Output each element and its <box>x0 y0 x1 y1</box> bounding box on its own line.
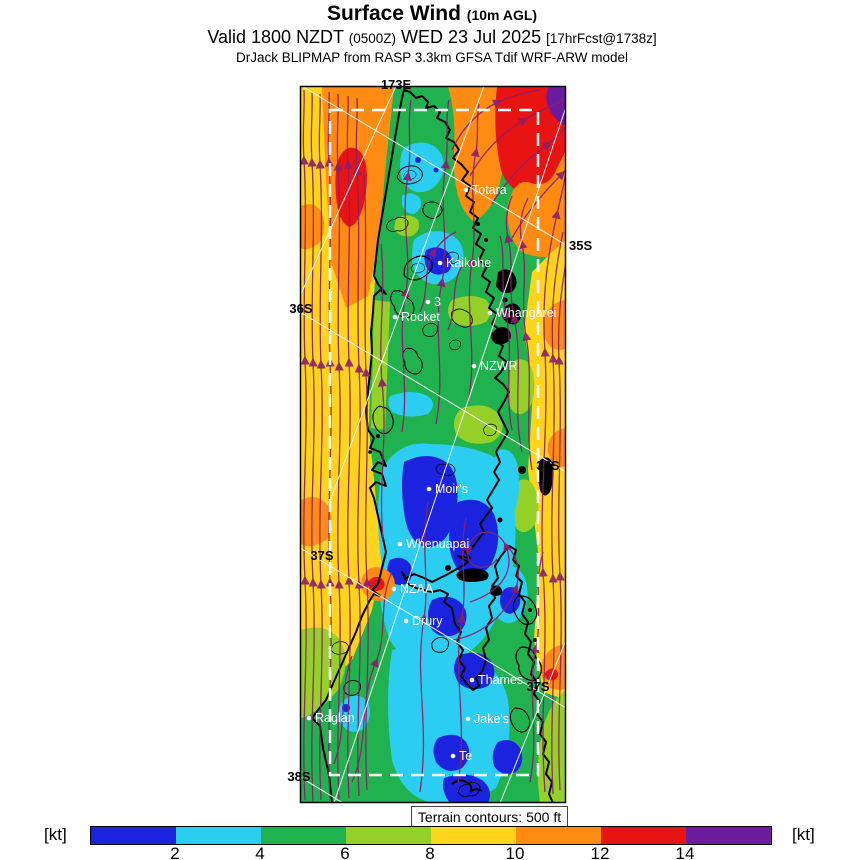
lon-label-173e: 173E <box>381 77 412 92</box>
model-domain-box <box>328 108 540 777</box>
site-label: Rocket <box>401 310 440 324</box>
lon-line-173e <box>301 87 397 296</box>
site-label: NZWR <box>480 359 518 373</box>
site-marker-rocket: Rocket <box>392 310 440 324</box>
lat-label-36s-right: 36S <box>536 458 559 473</box>
site-label: Totara <box>472 183 507 197</box>
site-marker-thames: Thames <box>469 673 523 687</box>
colorbar-segment <box>516 827 601 844</box>
graticule-labels: 173E 35S 36S 36S 37S 37S 38S <box>287 77 592 784</box>
colorbar-unit-right: [kt] <box>792 825 815 844</box>
lat-label-37s-right: 37S <box>526 679 549 694</box>
lat-line-35s <box>302 87 565 245</box>
site-marker-jakes: Jake's <box>465 712 509 726</box>
lon-line-175e <box>333 108 565 802</box>
site-label: Jake's <box>474 712 509 726</box>
wind-streamlines <box>301 89 565 802</box>
colorbar-segment <box>686 827 771 844</box>
site-label: Raglan <box>315 711 355 725</box>
valid-utc: (0500Z) <box>348 31 397 46</box>
site-marker-totara: Totara <box>463 183 507 197</box>
title-main: Surface Wind <box>326 2 461 25</box>
site-label: NZAA <box>400 582 434 596</box>
map-border <box>299 85 567 804</box>
lon-line-174e <box>329 87 485 502</box>
lat-line-36s <box>301 312 565 472</box>
colorbar-tick: 12 <box>590 844 610 860</box>
site-label: 3 <box>434 295 441 309</box>
model-line: DrJack BLIPMAP from RASP 3.3km GFSA Tdif… <box>235 50 629 65</box>
site-label: Whangarei <box>496 306 556 320</box>
colorbar-segment <box>91 827 176 844</box>
colorbar-tick: 14 <box>675 844 695 860</box>
site-marker-nzaa: NZAA <box>391 582 434 596</box>
site-label: Te <box>459 749 472 763</box>
colorbar-segment <box>346 827 431 844</box>
graticule-lines <box>301 87 565 802</box>
site-marker-moirs: Moir's <box>426 482 468 496</box>
lat-label-38s: 38S <box>287 769 310 784</box>
colorbar-unit-left: [kt] <box>44 825 67 844</box>
valid-date: WED 23 Jul 2025 <box>401 27 542 47</box>
site-marker-3: 3 <box>425 295 441 309</box>
site-label: Kaikohe <box>446 256 491 270</box>
colorbar-tick: 4 <box>255 844 265 860</box>
title-block: Surface Wind (10m AGL) Valid 1800 NZDT (… <box>0 2 850 65</box>
colorbar-tick: 2 <box>170 844 180 860</box>
lat-label-37s-left: 37S <box>310 548 333 563</box>
valid-time: Valid 1800 NZDT <box>207 27 344 47</box>
site-label: Drury <box>412 614 443 628</box>
colorbar-segment <box>601 827 686 844</box>
site-marker-te: Te <box>450 749 472 763</box>
lon-line-176e <box>499 641 565 802</box>
site-label: Thames <box>478 673 523 687</box>
site-marker-kaikohe: Kaikohe <box>437 256 491 270</box>
site-marker-raglan: Raglan <box>306 711 355 725</box>
colorbar-segment <box>261 827 346 844</box>
valid-line: Valid 1800 NZDT (0500Z) WED 23 Jul 2025 … <box>14 27 850 48</box>
title-agl: (10m AGL) <box>466 7 538 23</box>
site-markers: Totara Kaikohe 3 Rocket Whangarei NZWR M… <box>306 183 556 763</box>
colorbar-tick: 8 <box>425 844 435 860</box>
site-label: Moir's <box>435 482 468 496</box>
fcst-init: [17hrFcst@1738z] <box>546 31 657 46</box>
colorbar-tick: 10 <box>505 844 525 860</box>
colorbar-segment <box>431 827 516 844</box>
site-marker-whangarei: Whangarei <box>487 306 556 320</box>
colorbar <box>90 826 772 845</box>
page-title: Surface Wind (10m AGL) <box>14 2 850 26</box>
lat-line-37s <box>301 548 565 708</box>
site-label: Whenuapai <box>406 537 469 551</box>
terrain-contour-note: Terrain contours: 500 ft <box>411 806 568 827</box>
lat-label-35s: 35S <box>569 238 592 253</box>
site-marker-whenuapai: Whenuapai <box>397 537 469 551</box>
colorbar-tick: 6 <box>340 844 350 860</box>
colorbar-segment <box>176 827 261 844</box>
site-marker-nzwr: NZWR <box>471 359 518 373</box>
site-marker-drury: Drury <box>403 614 443 628</box>
wind-speed-field <box>301 87 565 802</box>
lat-label-36s-left: 36S <box>289 301 312 316</box>
